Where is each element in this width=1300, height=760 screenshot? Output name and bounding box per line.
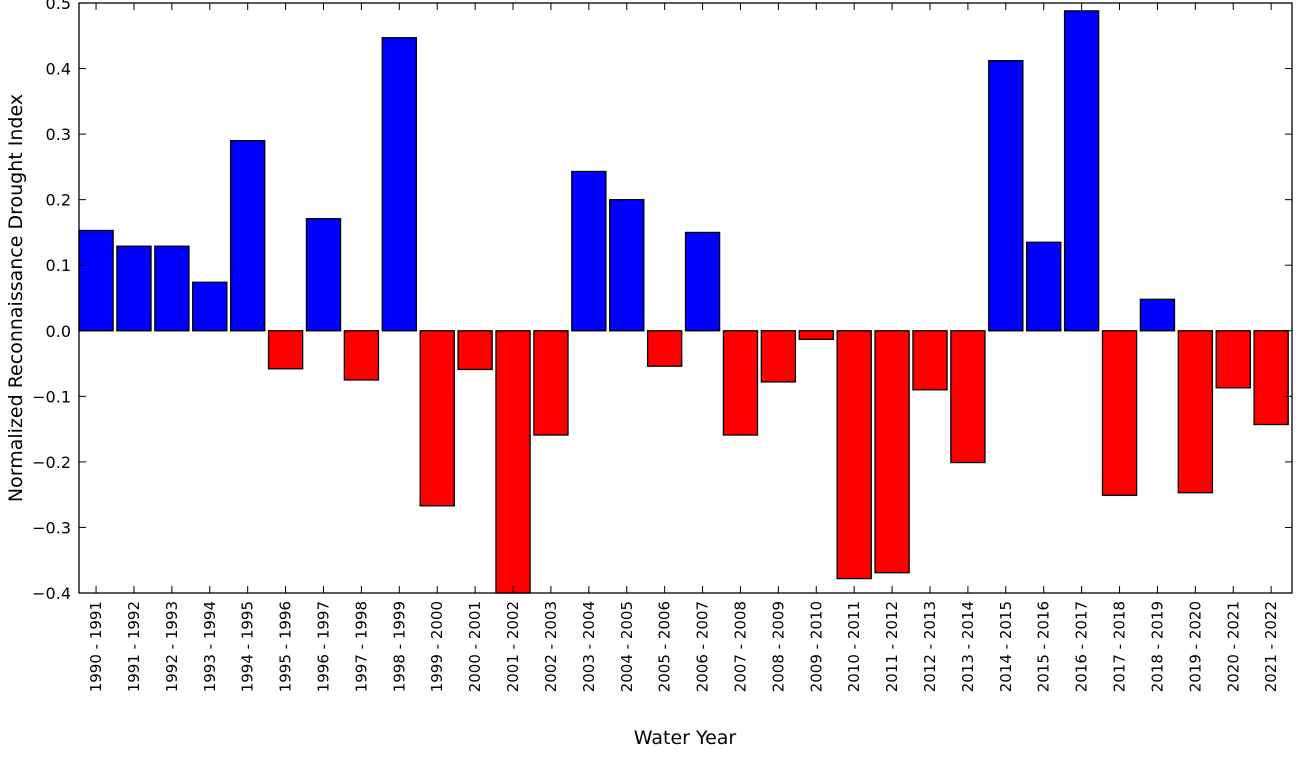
bars-layer bbox=[78, 10, 1289, 594]
y-tick-label: −0.3 bbox=[32, 518, 71, 537]
x-tick-label: 1997 - 1998 bbox=[352, 601, 370, 692]
x-tick-label: 2010 - 2011 bbox=[845, 601, 863, 692]
y-tick-label: −0.4 bbox=[32, 584, 71, 603]
x-tick-label: 1990 - 1991 bbox=[87, 601, 105, 692]
bar-2007-2008 bbox=[722, 330, 759, 436]
x-tick-label: 1993 - 1994 bbox=[201, 601, 219, 692]
x-tick-label: 2007 - 2008 bbox=[731, 601, 749, 692]
x-tick-label: 2004 - 2005 bbox=[618, 601, 636, 692]
y-tick-label: 0.5 bbox=[46, 0, 71, 13]
bar-1995-1996 bbox=[267, 330, 304, 370]
x-tick-label: 2002 - 2003 bbox=[542, 601, 560, 692]
x-tick-label: 2003 - 2004 bbox=[580, 601, 598, 692]
y-tick-label: −0.2 bbox=[32, 453, 71, 472]
bar-2005-2006 bbox=[646, 330, 683, 367]
x-tick-label: 2005 - 2006 bbox=[656, 601, 674, 692]
bar-2021-2022 bbox=[1253, 330, 1289, 426]
bar-2004-2005 bbox=[609, 199, 645, 332]
bar-2001-2002 bbox=[495, 330, 531, 594]
x-tick-label: 2012 - 2013 bbox=[921, 601, 939, 692]
y-tick-label: −0.1 bbox=[32, 387, 71, 406]
x-tick-label: 2014 - 2015 bbox=[997, 601, 1015, 692]
bar-2003-2004 bbox=[571, 170, 607, 332]
y-tick-label: 0.4 bbox=[46, 60, 71, 79]
x-tick-label: 1996 - 1997 bbox=[315, 601, 333, 692]
bar-1997-1998 bbox=[343, 330, 380, 381]
y-tick-label: 0.2 bbox=[46, 191, 71, 210]
x-tick-label: 2008 - 2009 bbox=[769, 601, 787, 692]
bar-2015-2016 bbox=[1026, 241, 1062, 332]
bar-1992-1993 bbox=[154, 245, 190, 332]
x-tick-label: 1994 - 1995 bbox=[239, 601, 257, 692]
labels-layer: Water Year Normalized Reconnaissance Dro… bbox=[5, 94, 736, 749]
x-tick-label: 2016 - 2017 bbox=[1073, 601, 1091, 692]
x-tick-label: 2000 - 2001 bbox=[466, 601, 484, 692]
x-tick-label: 1995 - 1996 bbox=[277, 601, 295, 692]
bar-2014-2015 bbox=[988, 60, 1024, 332]
x-tick-label: 1998 - 1999 bbox=[390, 601, 408, 692]
x-tick-label: 1992 - 1993 bbox=[163, 601, 181, 692]
x-tick-label: 2020 - 2021 bbox=[1224, 601, 1242, 692]
bar-1993-1994 bbox=[192, 281, 228, 332]
x-tick-label: 2019 - 2020 bbox=[1186, 601, 1204, 692]
bar-2002-2003 bbox=[533, 330, 569, 436]
bar-1991-1992 bbox=[116, 245, 152, 332]
bar-1994-1995 bbox=[229, 140, 266, 332]
y-axis-label: Normalized Reconnaissance Drought Index bbox=[5, 94, 27, 502]
bar-2016-2017 bbox=[1063, 10, 1100, 332]
plot-frame bbox=[78, 2, 1293, 594]
bar-2009-2010 bbox=[798, 330, 834, 340]
bar-1998-1999 bbox=[381, 37, 418, 332]
x-tick-label: 2011 - 2012 bbox=[883, 601, 901, 692]
y-tick-label: 0.3 bbox=[46, 125, 71, 144]
y-tick-label: 0.1 bbox=[46, 256, 71, 275]
bar-2011-2012 bbox=[874, 330, 910, 574]
bar-2000-2001 bbox=[457, 330, 493, 371]
bar-2017-2018 bbox=[1101, 330, 1138, 496]
bar-1996-1997 bbox=[305, 218, 342, 332]
bar-2018-2019 bbox=[1139, 298, 1176, 332]
bar-1999-2000 bbox=[419, 330, 455, 507]
bar-2013-2014 bbox=[950, 330, 986, 464]
bar-2010-2011 bbox=[836, 330, 872, 580]
bar-2006-2007 bbox=[684, 231, 721, 332]
bar-2020-2021 bbox=[1215, 330, 1251, 389]
x-tick-label: 2018 - 2019 bbox=[1148, 601, 1166, 692]
y-tick-label: 0.0 bbox=[46, 322, 71, 341]
x-tick-label: 2013 - 2014 bbox=[959, 601, 977, 692]
bar-2019-2020 bbox=[1177, 330, 1214, 494]
x-tick-label: 1999 - 2000 bbox=[428, 601, 446, 692]
x-tick-label: 2021 - 2022 bbox=[1262, 601, 1280, 692]
axes-layer: 0.5 0.4 0.3 0.2 0.1 0.0 −0.1 −0.2 −0.3 −0.4 1990 -… bbox=[32, 0, 1293, 692]
bar-2008-2009 bbox=[760, 330, 797, 383]
x-axis-label: Water Year bbox=[634, 727, 737, 749]
x-tick-label: 2009 - 2010 bbox=[807, 601, 825, 692]
x-tick-label: 2015 - 2016 bbox=[1035, 601, 1053, 692]
bar-1990-1991 bbox=[78, 229, 114, 332]
x-tick-label: 1991 - 1992 bbox=[125, 601, 143, 692]
x-tick-label: 2017 - 2018 bbox=[1111, 601, 1129, 692]
x-tick-label: 2001 - 2002 bbox=[504, 601, 522, 692]
bar-2012-2013 bbox=[912, 330, 948, 391]
x-tick-label: 2006 - 2007 bbox=[694, 601, 712, 692]
